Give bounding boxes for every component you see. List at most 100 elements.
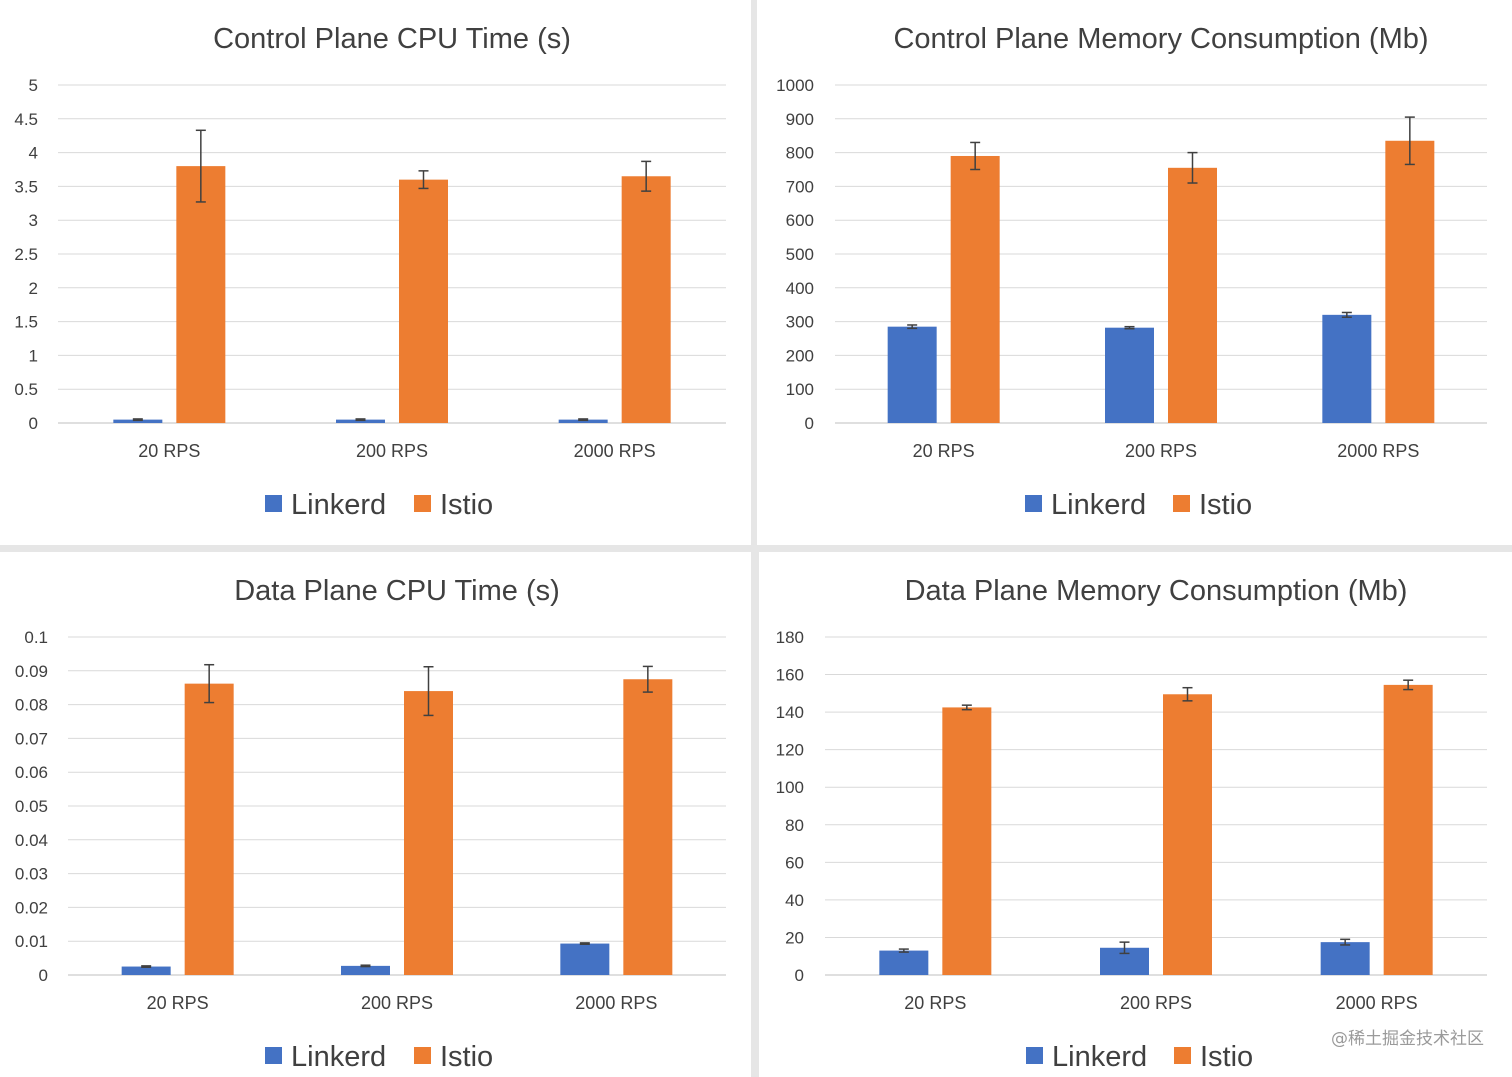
legend-swatch-istio <box>414 495 431 512</box>
y-tick-label: 600 <box>786 211 814 230</box>
bar-istio-0 <box>176 166 226 423</box>
bar-istio-1 <box>399 179 448 423</box>
x-tick-label: 200 RPS <box>356 441 428 461</box>
y-tick-label: 500 <box>786 245 814 264</box>
y-tick-label: 160 <box>776 666 804 685</box>
y-tick-label: 1000 <box>776 76 814 95</box>
y-tick-label: 800 <box>786 144 814 163</box>
y-tick-label: 0.09 <box>15 662 48 681</box>
y-tick-label: 60 <box>785 853 804 872</box>
y-tick-label: 40 <box>785 891 804 910</box>
bar-linkerd-0 <box>113 419 163 423</box>
x-tick-label: 2000 RPS <box>1336 993 1418 1013</box>
y-tick-label: 2 <box>29 279 38 298</box>
x-tick-label: 2000 RPS <box>574 441 656 461</box>
chart-panel-data-plane-memory: Data Plane Memory Consumption (Mb) 0 20 40 6… <box>759 552 1512 1077</box>
y-tick-label: 3.5 <box>14 177 38 196</box>
bar-linkerd-0 <box>879 950 929 975</box>
chart-panel-data-plane-cpu: Data Plane CPU Time (s) 0 0.01 0.02 0.03 0.04… <box>0 552 751 1077</box>
chart-title: Control Plane CPU Time (s) <box>213 23 571 55</box>
y-tick-label: 0.02 <box>15 898 48 917</box>
y-tick-label: 300 <box>786 313 814 332</box>
y-tick-label: 0.01 <box>15 932 48 951</box>
chart-panel-control-plane-cpu: Control Plane CPU Time (s) 0 0.5 1 1.5 2 2.5 3 3… <box>0 0 751 545</box>
y-tick-label: 140 <box>776 703 804 722</box>
chart-title: Control Plane Memory Consumption (Mb) <box>893 23 1428 55</box>
chart-title: Data Plane CPU Time (s) <box>234 575 560 607</box>
y-tick-label: 0 <box>795 966 804 985</box>
y-tick-label: 20 <box>785 928 804 947</box>
y-tick-label: 4 <box>29 144 38 163</box>
legend-label-linkerd: Linkerd <box>1052 1041 1147 1073</box>
legend-swatch-istio <box>414 1047 431 1064</box>
bar-linkerd-0 <box>887 326 937 423</box>
y-tick-label: 0 <box>805 414 814 433</box>
bar-linkerd-1 <box>1105 327 1154 423</box>
y-tick-label: 900 <box>786 110 814 129</box>
y-tick-label: 700 <box>786 177 814 196</box>
legend-swatch-istio <box>1173 495 1190 512</box>
x-tick-label: 20 RPS <box>913 441 975 461</box>
legend-swatch-linkerd <box>265 1047 282 1064</box>
legend-label-linkerd: Linkerd <box>291 1041 386 1073</box>
y-tick-label: 200 <box>786 346 814 365</box>
x-tick-label: 20 RPS <box>904 993 966 1013</box>
bar-linkerd-2 <box>558 419 608 423</box>
y-tick-label: 1 <box>29 346 38 365</box>
y-tick-label: 0 <box>29 414 38 433</box>
y-tick-label: 4.5 <box>14 110 38 129</box>
legend-label-linkerd: Linkerd <box>1051 489 1146 521</box>
y-tick-label: 5 <box>29 76 38 95</box>
y-tick-label: 120 <box>776 741 804 760</box>
legend-label-istio: Istio <box>440 1041 493 1073</box>
y-tick-label: 0.06 <box>15 763 48 782</box>
legend-swatch-linkerd <box>265 495 282 512</box>
x-tick-label: 200 RPS <box>1125 441 1197 461</box>
y-tick-label: 0.1 <box>24 628 48 647</box>
chart-svg: Control Plane CPU Time (s) 0 0.5 1 1.5 2 2.5 3 3… <box>14 23 726 521</box>
y-tick-label: 0.08 <box>15 696 48 715</box>
bar-linkerd-1 <box>341 965 390 975</box>
legend-swatch-istio <box>1174 1047 1191 1064</box>
x-tick-label: 20 RPS <box>138 441 200 461</box>
bar-linkerd-2 <box>1320 942 1370 975</box>
x-tick-label: 2000 RPS <box>575 993 657 1013</box>
bar-istio-0 <box>950 155 1000 424</box>
chart-svg: Data Plane Memory Consumption (Mb) 0 20 40 6… <box>776 575 1487 1073</box>
bar-istio-1 <box>404 691 453 975</box>
y-tick-label: 2.5 <box>14 245 38 264</box>
bar-linkerd-1 <box>336 419 385 423</box>
legend-label-linkerd: Linkerd <box>291 489 386 521</box>
bar-linkerd-2 <box>560 943 610 975</box>
chart-svg: Control Plane Memory Consumption (Mb) 0 10… <box>776 23 1487 521</box>
bar-istio-1 <box>1168 167 1217 423</box>
y-tick-label: 1.5 <box>14 313 38 332</box>
legend-label-istio: Istio <box>440 489 493 521</box>
y-tick-label: 0.5 <box>14 380 38 399</box>
bar-istio-1 <box>1163 694 1212 975</box>
y-tick-label: 180 <box>776 628 804 647</box>
bar-istio-2 <box>1383 684 1433 975</box>
y-tick-label: 3 <box>29 211 38 230</box>
chart-svg: Data Plane CPU Time (s) 0 0.01 0.02 0.03 0.04… <box>15 575 726 1073</box>
y-tick-label: 0.07 <box>15 729 48 748</box>
bar-linkerd-2 <box>1322 314 1372 423</box>
bar-istio-0 <box>184 683 234 975</box>
bar-linkerd-0 <box>121 966 171 975</box>
bar-istio-2 <box>1385 140 1435 423</box>
x-tick-label: 200 RPS <box>1120 993 1192 1013</box>
y-tick-label: 0 <box>39 966 48 985</box>
x-tick-label: 20 RPS <box>147 993 209 1013</box>
y-tick-label: 400 <box>786 279 814 298</box>
y-tick-label: 0.03 <box>15 865 48 884</box>
x-tick-label: 2000 RPS <box>1337 441 1419 461</box>
chart-title: Data Plane Memory Consumption (Mb) <box>905 575 1408 607</box>
bar-istio-2 <box>623 679 673 975</box>
x-tick-label: 200 RPS <box>361 993 433 1013</box>
chart-panel-control-plane-memory: Control Plane Memory Consumption (Mb) 0 10… <box>757 0 1512 545</box>
y-tick-label: 0.05 <box>15 797 48 816</box>
legend-label-istio: Istio <box>1200 1041 1253 1073</box>
bar-istio-0 <box>942 707 992 975</box>
y-tick-label: 100 <box>776 778 804 797</box>
bar-istio-2 <box>621 176 671 423</box>
